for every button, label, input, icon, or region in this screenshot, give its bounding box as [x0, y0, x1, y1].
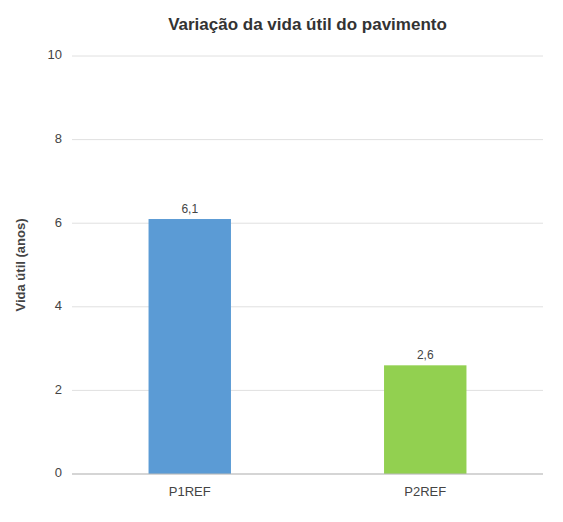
y-axis-label: Vida útil (anos) — [13, 219, 28, 312]
grid-line — [72, 306, 543, 307]
title: Variação da vida útil do pavimento — [168, 15, 447, 34]
grid — [72, 56, 543, 474]
bars — [149, 219, 467, 474]
chart-svg: 0 2 4 6 8 10 6,1 2,6 P1REF P2REF Variação da vida … — [0, 0, 563, 522]
x-tick-label: P1REF — [169, 484, 211, 499]
y-tick-label: 8 — [55, 131, 62, 146]
x-axis-line — [72, 474, 543, 475]
y-axis: 0 2 4 6 8 10 — [48, 47, 62, 480]
data-labels: 6,1 2,6 — [181, 202, 434, 362]
grid-line — [72, 223, 543, 224]
chart-container: 0 2 4 6 8 10 6,1 2,6 P1REF P2REF Variação da vida … — [0, 0, 563, 522]
y-tick-label: 6 — [55, 215, 62, 230]
y-tick-label: 10 — [48, 47, 62, 62]
y-tick-label: 0 — [55, 465, 62, 480]
y-tick-label: 2 — [55, 382, 62, 397]
grid-line — [72, 474, 543, 475]
y-tick-label: 4 — [55, 298, 62, 313]
grid-line — [72, 390, 543, 391]
x-tick-label: P2REF — [404, 484, 446, 499]
bar — [149, 219, 231, 474]
grid-line — [72, 139, 543, 140]
x-axis: P1REF P2REF — [169, 484, 446, 499]
bar — [384, 365, 466, 474]
data-label: 6,1 — [181, 202, 198, 216]
data-label: 2,6 — [417, 348, 434, 362]
grid-line — [72, 56, 543, 57]
